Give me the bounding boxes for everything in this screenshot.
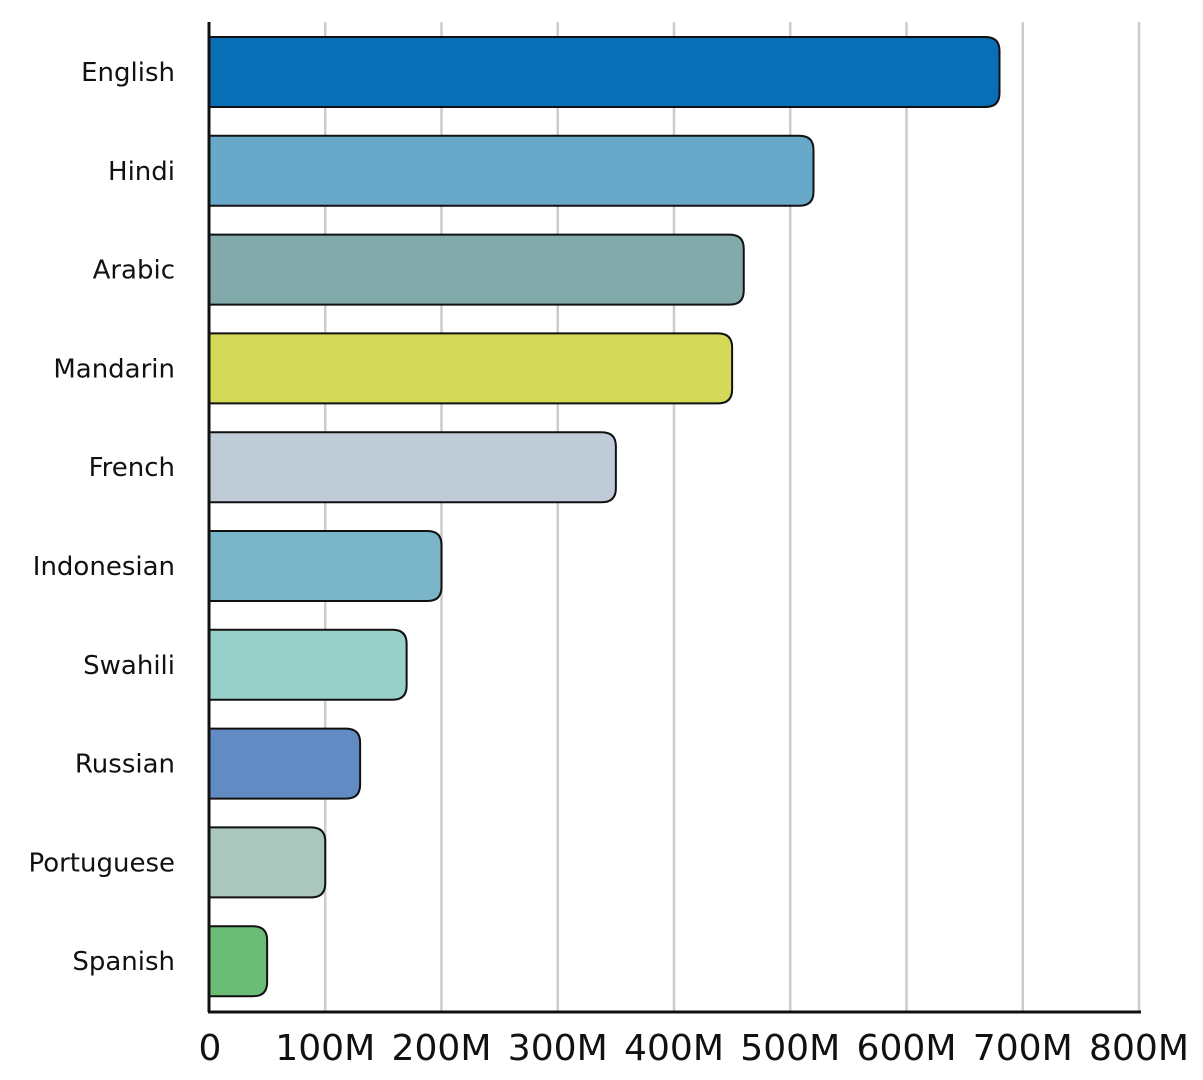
bar-portuguese xyxy=(208,826,327,899)
x-tick-label: 300M xyxy=(508,1028,608,1069)
x-tick-label: 0 xyxy=(199,1028,222,1069)
x-tick-labels: 0 100M 200M 300M 400M 500M 600M 700M 800M xyxy=(199,1028,1189,1069)
category-label: Russian xyxy=(75,750,175,780)
bar-arabic xyxy=(208,233,745,306)
x-tick-label: 500M xyxy=(740,1028,840,1069)
category-labels: English Hindi Arabic Mandarin French Indonesi… xyxy=(28,58,175,977)
axes xyxy=(207,22,1141,1014)
bar-hindi xyxy=(208,134,815,207)
category-label: Indonesian xyxy=(33,552,175,582)
category-label: Hindi xyxy=(108,157,175,187)
bar-french xyxy=(208,431,617,504)
category-label: French xyxy=(89,453,175,483)
category-label: Swahili xyxy=(83,651,175,681)
bar-spanish xyxy=(208,925,269,998)
category-label: Arabic xyxy=(93,256,175,286)
x-tick-label: 800M xyxy=(1089,1028,1189,1069)
bar-swahili xyxy=(208,628,408,701)
category-label: Mandarin xyxy=(53,354,175,384)
x-tick-label: 400M xyxy=(624,1028,724,1069)
bar-russian xyxy=(208,727,362,800)
category-label: English xyxy=(81,58,175,88)
bar-english xyxy=(208,36,1001,108)
x-tick-label: 700M xyxy=(973,1028,1073,1069)
x-tick-label: 600M xyxy=(857,1028,957,1069)
bar-mandarin xyxy=(208,332,734,405)
category-label: Portuguese xyxy=(28,848,175,878)
bar-indonesian xyxy=(208,530,443,602)
x-tick-label: 200M xyxy=(392,1028,492,1069)
category-label: Spanish xyxy=(72,947,175,977)
x-tick-label: 100M xyxy=(275,1028,375,1069)
bars xyxy=(208,36,1001,998)
